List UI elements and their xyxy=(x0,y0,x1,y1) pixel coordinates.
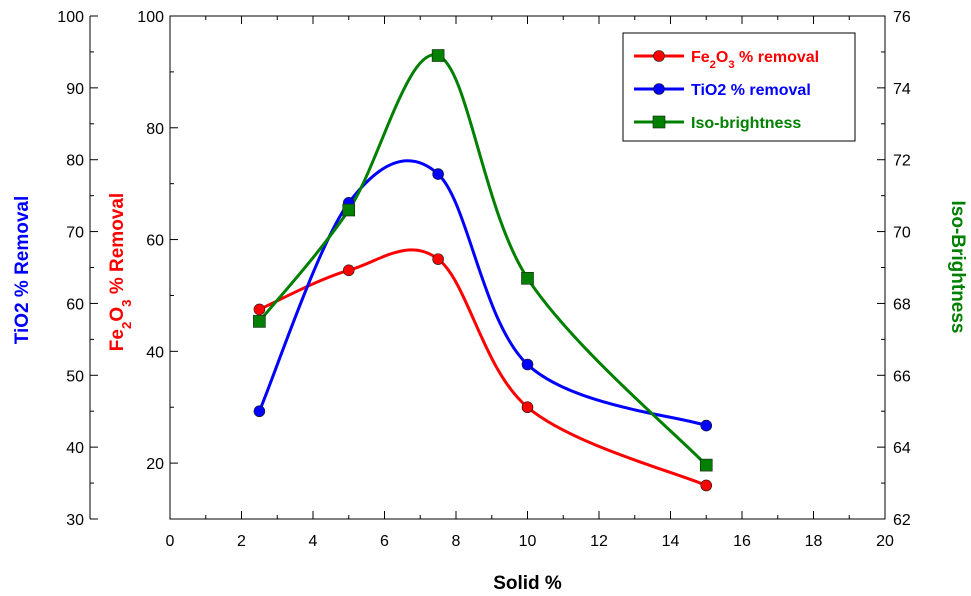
fe2o3-removal-point xyxy=(700,479,713,492)
fe2o3-tick-label: 60 xyxy=(146,233,164,250)
legend-label: Fe2O3 % removal xyxy=(691,49,819,71)
legend-marker xyxy=(653,83,665,95)
brightness-axis-title: Iso-Brightness xyxy=(947,200,968,333)
brightness-tick-label: 74 xyxy=(893,81,911,98)
fe2o3-removal-point xyxy=(432,253,444,265)
x-tick-label: 16 xyxy=(733,533,751,550)
fe2o3-removal-point xyxy=(253,303,266,316)
legend-marker xyxy=(653,50,665,62)
fe2o3-removal-point xyxy=(342,264,355,277)
x-tick-label: 18 xyxy=(805,533,823,550)
fe2o3-tick-label: 20 xyxy=(146,456,164,473)
iso-brightness-line xyxy=(258,53,708,467)
series-markers xyxy=(253,49,713,492)
legend-marker xyxy=(652,115,666,129)
iso-brightness-point xyxy=(342,203,356,217)
tio2-axis-title: TiO2 % Removal xyxy=(12,196,33,345)
x-tick-label: 14 xyxy=(662,533,680,550)
brightness-tick-label: 68 xyxy=(893,296,911,313)
x-tick-label: 12 xyxy=(590,533,608,550)
tio2-tick-label: 70 xyxy=(66,225,84,242)
tio2-removal-line xyxy=(257,159,707,428)
iso-brightness-point xyxy=(521,271,534,285)
x-tick-label: 20 xyxy=(876,533,894,550)
tio2-tick-label: 80 xyxy=(66,153,84,170)
x-tick-label: 2 xyxy=(237,533,246,550)
brightness-tick-label: 76 xyxy=(893,9,911,26)
fe2o3-tick-label: 80 xyxy=(146,121,164,138)
tio2-removal-point xyxy=(432,168,444,180)
axis-titles: Solid % TiO2 % Removal Fe2O3 % Removal Iso-… xyxy=(12,193,968,594)
fe2o3-removal-point xyxy=(521,401,534,414)
legend: Fe2O3 % removal TiO2 % removal Iso-brightn… xyxy=(622,32,856,142)
tio2-tick-label: 100 xyxy=(57,9,84,26)
brightness-tick-label: 66 xyxy=(893,368,911,385)
tio2-removal-point xyxy=(253,405,266,418)
x-tick-label: 6 xyxy=(380,533,389,550)
legend-label: TiO2 % removal xyxy=(691,82,811,99)
tio2-tick-label: 30 xyxy=(66,512,84,529)
brightness-tick-label: 62 xyxy=(893,512,911,529)
iso-brightness-point xyxy=(253,315,266,328)
brightness-tick-label: 70 xyxy=(893,225,911,242)
brightness-tick-label: 72 xyxy=(893,153,911,170)
tio2-removal-point xyxy=(700,419,713,432)
tio2-removal-point xyxy=(521,358,534,371)
tio2-tick-label: 50 xyxy=(66,368,84,385)
x-axis-title: Solid % xyxy=(493,573,562,594)
fe2o3-tick-label: 100 xyxy=(137,9,164,26)
tio2-tick-label: 60 xyxy=(66,296,84,313)
brightness-tick-label: 64 xyxy=(893,440,911,457)
axis-ticks: 0 2 4 6 8 10 12 14 16 18 2020406080100304050607080… xyxy=(57,9,911,550)
fe2o3-tick-label: 40 xyxy=(146,344,164,361)
fe2o3-removal-line xyxy=(258,248,707,487)
iso-brightness-point xyxy=(431,49,445,62)
x-tick-label: 8 xyxy=(452,533,461,550)
x-tick-label: 0 xyxy=(166,533,175,550)
fe2o3-axis-title: Fe2O3 % Removal xyxy=(107,193,134,351)
x-tick-label: 10 xyxy=(519,533,537,550)
iso-brightness-point xyxy=(699,458,713,472)
legend-label: Iso-brightness xyxy=(691,115,801,132)
tio2-tick-label: 90 xyxy=(66,81,84,98)
x-tick-label: 4 xyxy=(309,533,318,550)
tio2-tick-label: 40 xyxy=(66,440,84,457)
